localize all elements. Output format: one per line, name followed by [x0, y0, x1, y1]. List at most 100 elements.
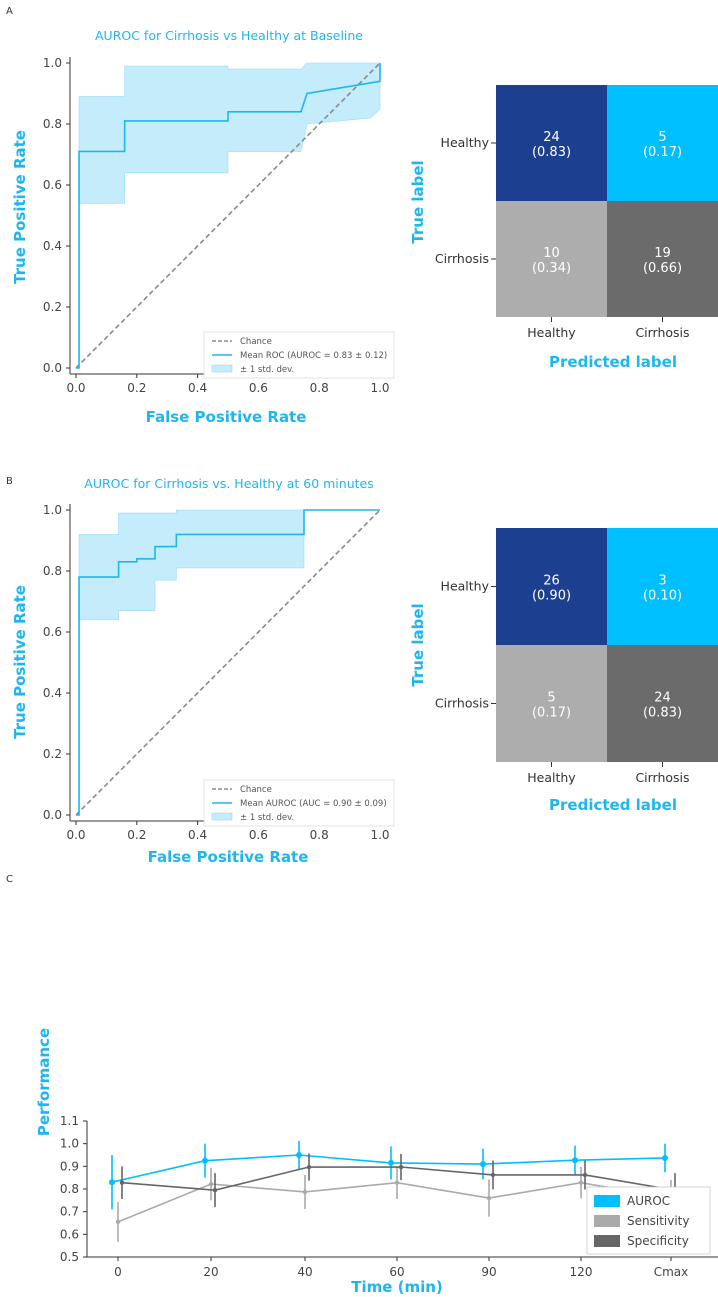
data-point	[115, 1219, 121, 1225]
x-tick-label: 0.6	[249, 828, 268, 842]
matrix-cell	[607, 85, 718, 201]
x-tick-label: 1.0	[370, 828, 389, 842]
x-axis-title: False Positive Rate	[148, 848, 309, 866]
matrix-cell	[607, 645, 718, 762]
cell-fraction: (0.83)	[532, 145, 571, 160]
chart-title: AUROC for Cirrhosis vs Healthy at Baseli…	[95, 28, 363, 43]
performance-chart: Time (min) Performance 0.5 0.6 0.7 0.8 0.9 1.…	[35, 1028, 718, 1296]
cell-count: 5	[547, 691, 555, 706]
chart-title: AUROC for Cirrhosis vs. Healthy at 60 mi…	[84, 476, 373, 491]
x-tick-label: 0.2	[127, 828, 146, 842]
matrix-cell	[496, 85, 607, 201]
cell-fraction: (0.66)	[643, 261, 682, 276]
x-tick-label: 0.4	[188, 381, 207, 395]
data-point	[302, 1189, 308, 1195]
data-point	[212, 1187, 218, 1193]
x-tick-label: 1.0	[370, 381, 389, 395]
legend: Chance Mean AUROC (AUC = 0.90 ± 0.09) ± …	[203, 779, 395, 827]
legend-box	[203, 779, 395, 827]
y-axis-title: True Positive Rate	[11, 130, 29, 284]
x-tick-label: 120	[570, 1265, 593, 1279]
matrix-cell	[607, 201, 718, 317]
x-tick-label: Cmax	[654, 1265, 689, 1279]
data-point	[119, 1180, 125, 1185]
x-tick-label: 0.6	[249, 381, 268, 395]
series-specificity	[119, 1153, 678, 1208]
x-tick-label: 0.8	[310, 381, 329, 395]
legend: Chance Mean ROC (AUROC = 0.83 ± 0.12) ± …	[203, 331, 395, 379]
x-tick-label: 0.4	[188, 828, 207, 842]
x-axis-title: False Positive Rate	[146, 408, 307, 426]
cell-count: 19	[654, 246, 671, 261]
row-label: Cirrhosis	[435, 696, 489, 711]
data-point	[394, 1180, 400, 1185]
y-axis-title: True Positive Rate	[11, 585, 29, 739]
legend-band-label: ± 1 std. dev.	[240, 813, 294, 823]
cell-fraction: (0.83)	[643, 706, 682, 721]
cell-count: 24	[654, 691, 671, 706]
x-tick-label: 0.8	[310, 828, 329, 842]
legend-mean-label: Mean ROC (AUROC = 0.83 ± 0.12)	[240, 351, 387, 361]
cell-fraction: (0.90)	[532, 589, 571, 604]
data-point	[480, 1161, 486, 1168]
roc-chart-60-minutes: AUROC for Cirrhosis vs. Healthy at 60 mi…	[11, 476, 395, 866]
x-tick-label: 0.0	[66, 381, 85, 395]
data-point	[490, 1172, 496, 1178]
x-axis-title: Time (min)	[351, 1278, 443, 1296]
cell-fraction: (0.17)	[532, 706, 571, 721]
data-point	[208, 1181, 214, 1187]
y-tick-label: 0.8	[60, 1182, 79, 1196]
y-tick-label: 0.8	[43, 564, 62, 578]
y-tick-label: 0.8	[43, 117, 62, 131]
x-tick-label: 40	[297, 1265, 312, 1279]
matrix-cell	[496, 645, 607, 762]
legend-mean-label: Mean AUROC (AUC = 0.90 ± 0.09)	[240, 799, 387, 809]
panel-letter-c: C	[6, 874, 13, 885]
legend-chance-label: Chance	[240, 337, 272, 347]
cell-count: 24	[543, 130, 560, 145]
cell-count: 5	[658, 130, 666, 145]
legend-chance-label: Chance	[240, 785, 272, 795]
series-auroc	[109, 1140, 668, 1210]
series-line	[111, 1154, 666, 1183]
matrix-cell	[496, 201, 607, 317]
std-band	[78, 509, 305, 621]
x-tick-label: 20	[203, 1265, 218, 1279]
legend-band-swatch	[211, 364, 233, 373]
y-tick-label: 1.0	[43, 503, 62, 517]
data-point	[306, 1164, 312, 1170]
legend-box	[203, 331, 395, 379]
data-point	[109, 1179, 115, 1186]
y-tick-label: 0.6	[43, 178, 62, 192]
y-tick-label: 1.0	[60, 1137, 79, 1151]
column-label: Cirrhosis	[635, 770, 689, 785]
y-tick-label: 0.2	[43, 300, 62, 314]
x-tick-label: 0.0	[66, 828, 85, 842]
data-point	[582, 1172, 588, 1178]
data-point	[202, 1157, 208, 1164]
roc-chart-baseline: AUROC for Cirrhosis vs Healthy at Baseli…	[11, 28, 395, 426]
x-axis-title: Predicted label	[549, 796, 677, 814]
row-label: Cirrhosis	[435, 251, 489, 266]
row-label: Healthy	[441, 135, 490, 150]
y-axis-title: True label	[409, 603, 427, 686]
cell-count: 10	[543, 246, 560, 261]
legend-sensitivity-label: Sensitivity	[627, 1214, 689, 1228]
y-tick-label: 0.4	[43, 239, 62, 253]
y-tick-label: 0.0	[43, 361, 62, 375]
matrix-cell	[607, 528, 718, 645]
x-tick-label: 0	[114, 1265, 122, 1279]
cell-fraction: (0.17)	[643, 145, 682, 160]
y-tick-label: 0.6	[60, 1227, 79, 1241]
y-tick-label: 0.5	[60, 1250, 79, 1264]
y-tick-label: 1.1	[60, 1114, 79, 1128]
legend-sensitivity-swatch	[594, 1215, 620, 1227]
legend-band-label: ± 1 std. dev.	[240, 365, 294, 375]
data-point	[296, 1152, 302, 1158]
legend-specificity-label: Specificity	[627, 1234, 689, 1248]
confusion-matrix-baseline: 24(0.83) 5(0.17) 10(0.34) 19(0.66) Healthy Ci…	[409, 85, 718, 371]
panel-letter-a: A	[6, 6, 13, 17]
legend-specificity-swatch	[594, 1235, 620, 1247]
data-point	[572, 1157, 578, 1164]
